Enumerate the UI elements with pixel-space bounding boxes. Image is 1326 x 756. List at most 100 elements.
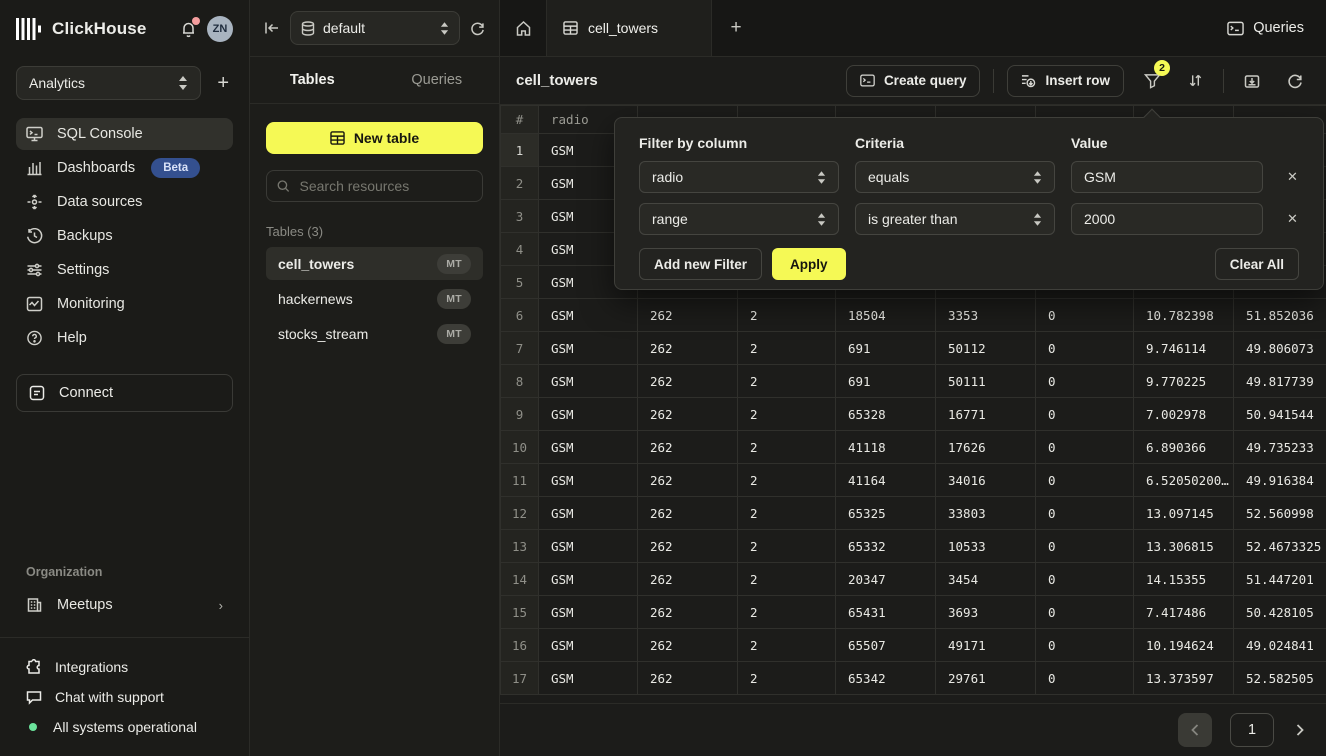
tab-cell-towers[interactable]: cell_towers <box>547 0 712 56</box>
table-cell[interactable]: 13.097145 <box>1133 496 1234 530</box>
table-cell[interactable]: 50.428105 <box>1233 595 1326 629</box>
download-button[interactable] <box>1237 66 1267 96</box>
sidebar-item-dashboards[interactable]: Dashboards Beta <box>16 152 233 184</box>
table-cell[interactable]: 34016 <box>935 463 1036 497</box>
filter-value-input[interactable] <box>1071 203 1263 235</box>
table-cell[interactable]: 65507 <box>835 628 936 662</box>
table-cell[interactable]: 50111 <box>935 364 1036 398</box>
tab-queries[interactable]: Queries <box>411 72 463 88</box>
table-cell[interactable]: 49171 <box>935 628 1036 662</box>
sidebar-item-meetups[interactable]: Meetups › <box>16 589 233 621</box>
table-cell[interactable]: 10533 <box>935 529 1036 563</box>
table-cell[interactable]: 262 <box>637 298 738 332</box>
table-cell[interactable]: 2 <box>737 463 836 497</box>
table-cell[interactable]: 65342 <box>835 661 936 695</box>
table-cell[interactable]: 9.746114 <box>1133 331 1234 365</box>
sort-button[interactable] <box>1180 66 1210 96</box>
table-cell[interactable]: 3353 <box>935 298 1036 332</box>
sidebar-item-monitoring[interactable]: Monitoring <box>16 288 233 320</box>
table-cell[interactable]: 18504 <box>835 298 936 332</box>
table-cell[interactable]: 52.560998 <box>1233 496 1326 530</box>
table-cell[interactable]: 2 <box>737 397 836 431</box>
table-cell[interactable]: 3454 <box>935 562 1036 596</box>
table-list-item-hackernews[interactable]: hackernews MT <box>266 282 483 315</box>
table-cell[interactable]: 0 <box>1035 298 1134 332</box>
table-cell[interactable]: 262 <box>637 595 738 629</box>
filter-value-input[interactable] <box>1071 161 1263 193</box>
add-new-filter-button[interactable]: Add new Filter <box>639 248 763 280</box>
table-cell[interactable]: 33803 <box>935 496 1036 530</box>
new-table-button[interactable]: New table <box>266 122 483 154</box>
table-cell[interactable]: 7.417486 <box>1133 595 1234 629</box>
table-cell[interactable]: GSM <box>538 364 638 398</box>
sidebar-item-chat-support[interactable]: Chat with support <box>16 682 233 712</box>
table-cell[interactable]: 17626 <box>935 430 1036 464</box>
table-cell[interactable]: 262 <box>637 331 738 365</box>
table-cell[interactable]: 262 <box>637 364 738 398</box>
table-cell[interactable]: 691 <box>835 331 936 365</box>
table-cell[interactable]: GSM <box>538 430 638 464</box>
table-cell[interactable]: 6.52050200… <box>1133 463 1234 497</box>
connect-button[interactable]: Connect <box>16 374 233 412</box>
table-cell[interactable]: 65332 <box>835 529 936 563</box>
table-cell[interactable]: 262 <box>637 529 738 563</box>
table-cell[interactable]: GSM <box>538 595 638 629</box>
table-cell[interactable]: 2 <box>737 661 836 695</box>
table-cell[interactable]: 2 <box>737 364 836 398</box>
remove-filter-icon[interactable]: ✕ <box>1287 169 1298 184</box>
table-cell[interactable]: 262 <box>637 430 738 464</box>
avatar[interactable]: ZN <box>207 16 233 42</box>
table-cell[interactable]: 0 <box>1035 562 1134 596</box>
table-cell[interactable]: 65328 <box>835 397 936 431</box>
table-cell[interactable]: 262 <box>637 496 738 530</box>
table-cell[interactable]: 52.4673325 <box>1233 529 1326 563</box>
table-cell[interactable]: 2 <box>737 331 836 365</box>
table-cell[interactable]: GSM <box>538 628 638 662</box>
previous-page-button[interactable] <box>1178 713 1212 747</box>
refresh-resources-icon[interactable] <box>470 21 485 36</box>
sidebar-item-settings[interactable]: Settings <box>16 254 233 286</box>
table-cell[interactable]: 0 <box>1035 397 1134 431</box>
column-header[interactable]: # <box>500 105 539 134</box>
collapse-panel-icon[interactable] <box>264 21 280 35</box>
refresh-button[interactable] <box>1280 66 1310 96</box>
table-cell[interactable]: 29761 <box>935 661 1036 695</box>
tab-tables[interactable]: Tables <box>289 72 335 88</box>
table-cell[interactable]: 6.890366 <box>1133 430 1234 464</box>
next-page-button[interactable] <box>1292 720 1308 740</box>
table-cell[interactable]: 262 <box>637 661 738 695</box>
add-workspace-button[interactable]: + <box>217 72 229 94</box>
table-cell[interactable]: 49.806073 <box>1233 331 1326 365</box>
table-cell[interactable]: 691 <box>835 364 936 398</box>
page-number-button[interactable]: 1 <box>1230 713 1274 747</box>
table-list-item-cell-towers[interactable]: cell_towers MT <box>266 247 483 280</box>
filter-criteria-select[interactable]: is greater than <box>855 203 1055 235</box>
table-cell[interactable]: 13.373597 <box>1133 661 1234 695</box>
queries-button[interactable]: Queries <box>1205 0 1326 56</box>
table-cell[interactable]: 3693 <box>935 595 1036 629</box>
table-cell[interactable]: GSM <box>538 661 638 695</box>
table-cell[interactable]: 7.002978 <box>1133 397 1234 431</box>
table-cell[interactable]: 2 <box>737 595 836 629</box>
database-select[interactable]: default <box>290 11 460 45</box>
table-cell[interactable]: GSM <box>538 331 638 365</box>
table-cell[interactable]: GSM <box>538 463 638 497</box>
table-cell[interactable]: 49.024841 <box>1233 628 1326 662</box>
table-cell[interactable]: 0 <box>1035 628 1134 662</box>
clear-all-filters-button[interactable]: Clear All <box>1214 248 1299 280</box>
table-cell[interactable]: 10.782398 <box>1133 298 1234 332</box>
table-cell[interactable]: GSM <box>538 529 638 563</box>
search-input[interactable] <box>297 177 472 195</box>
filter-column-select[interactable]: range <box>639 203 839 235</box>
filter-button[interactable]: 2 <box>1137 59 1170 96</box>
table-cell[interactable]: 65325 <box>835 496 936 530</box>
workspace-select[interactable]: Analytics <box>16 66 202 100</box>
table-cell[interactable]: 0 <box>1035 529 1134 563</box>
table-cell[interactable]: GSM <box>538 562 638 596</box>
table-cell[interactable]: 2 <box>737 628 836 662</box>
table-cell[interactable]: 0 <box>1035 364 1134 398</box>
filter-criteria-select[interactable]: equals <box>855 161 1055 193</box>
table-cell[interactable]: 49.916384 <box>1233 463 1326 497</box>
table-cell[interactable]: 20347 <box>835 562 936 596</box>
table-cell[interactable]: 41118 <box>835 430 936 464</box>
